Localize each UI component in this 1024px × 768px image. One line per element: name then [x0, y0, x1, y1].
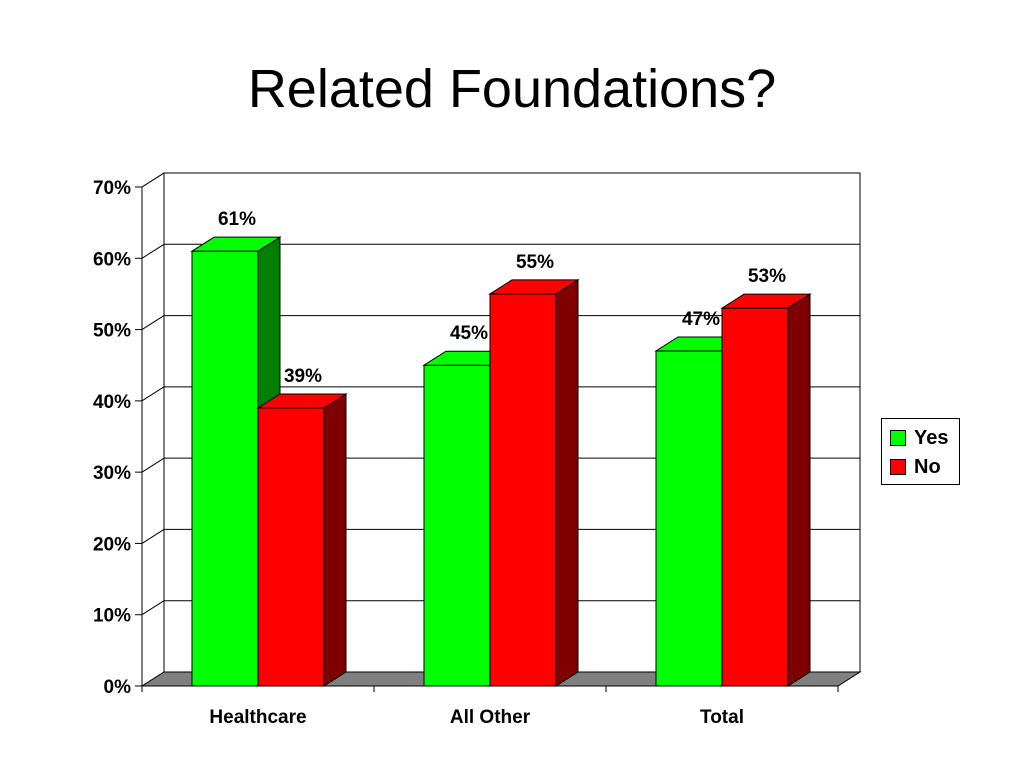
- bar-side: [323, 393, 347, 687]
- bar-top: [190, 236, 282, 252]
- y-tick-label: 0%: [104, 677, 132, 698]
- legend-swatch-yes: [890, 430, 906, 446]
- bar-front: [489, 293, 557, 687]
- y-tick-label: 60%: [93, 249, 131, 270]
- x-tick-label: Healthcare: [209, 707, 306, 728]
- bar-front: [423, 364, 491, 687]
- gridline-side: [141, 600, 165, 616]
- bar-top: [720, 293, 812, 309]
- legend-label-yes: Yes: [914, 426, 949, 449]
- gridline-side: [141, 315, 165, 330]
- legend-item-yes: Yes: [890, 427, 948, 449]
- bar: [488, 279, 580, 687]
- bar-front: [191, 250, 259, 687]
- data-labels: 61% 39% 45% 55% 47% 53%: [218, 209, 786, 387]
- bar-front: [257, 407, 325, 687]
- bar-side: [555, 279, 579, 687]
- bar-front: [721, 307, 789, 687]
- slide-title: Related Foundations?: [247, 59, 777, 119]
- side-wall: [141, 172, 165, 687]
- bar: [720, 293, 812, 687]
- bar: [256, 393, 348, 687]
- legend: Yes No: [881, 418, 960, 485]
- y-tick-label: 40%: [93, 392, 131, 413]
- bar-front: [655, 350, 723, 687]
- y-tick-label: 10%: [93, 606, 131, 627]
- data-label: 53%: [748, 266, 786, 287]
- bar-side: [787, 293, 811, 687]
- legend-swatch-no: [890, 459, 906, 475]
- y-tick-label: 30%: [93, 463, 131, 484]
- data-label: 39%: [284, 366, 322, 387]
- legend-item-no: No: [890, 456, 941, 478]
- data-label: 61%: [218, 209, 256, 230]
- bar-top: [488, 279, 580, 295]
- gridline-side: [141, 529, 165, 544]
- gridline-side: [141, 172, 165, 188]
- x-tick-label: Total: [700, 707, 744, 728]
- y-tick-label: 50%: [93, 321, 131, 342]
- x-tick-label: All Other: [450, 707, 531, 728]
- legend-label-no: No: [914, 455, 941, 478]
- data-label: 55%: [516, 252, 554, 273]
- tick-labels: 0% 10% 20% 30% 40% 50% 60% 70% Healthcare All Oth…: [93, 178, 744, 728]
- y-tick-label: 20%: [93, 534, 131, 555]
- y-tick-label: 70%: [93, 178, 131, 199]
- bar-top: [256, 393, 348, 409]
- data-label: 45%: [450, 323, 488, 344]
- bars: [190, 236, 812, 687]
- gridline-side: [141, 243, 165, 259]
- data-label: 47%: [682, 309, 720, 330]
- gridline-side: [141, 457, 165, 473]
- gridline-side: [141, 386, 165, 402]
